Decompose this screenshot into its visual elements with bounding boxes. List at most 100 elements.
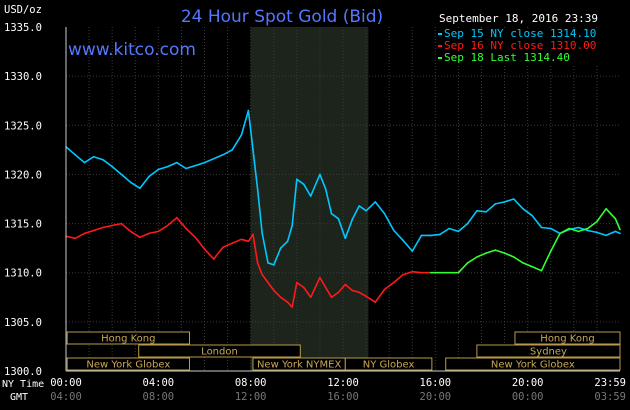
- y-tick-label: 1335.0: [4, 22, 42, 34]
- series-point-1: [476, 210, 478, 212]
- series-point-2: [286, 301, 289, 304]
- series-point-3: [577, 230, 580, 233]
- timestamp: September 18, 2016 23:39: [439, 12, 598, 25]
- series-line-1: [65, 109, 621, 266]
- session-label: Hong Kong: [540, 334, 594, 345]
- website-label: www.kitco.com: [68, 40, 196, 60]
- series-point-1: [513, 198, 515, 200]
- series-point-1: [503, 201, 506, 203]
- series-point-2: [194, 236, 197, 239]
- highlight-band: [250, 27, 369, 371]
- series-point-1: [494, 203, 497, 205]
- series-layer: [65, 109, 621, 308]
- series-point-2: [176, 216, 178, 219]
- series-point-3: [448, 271, 451, 274]
- series-point-1: [577, 226, 580, 229]
- plot-area: [66, 27, 620, 371]
- series-point-1: [393, 229, 395, 232]
- y-tick-label: 1325.0: [4, 120, 42, 132]
- series-point-3: [429, 271, 432, 274]
- series-point-1: [267, 262, 269, 264]
- y-tick-label: 1305.0: [4, 317, 42, 329]
- series-point-3: [522, 262, 524, 264]
- series-point-1: [74, 154, 76, 156]
- series-point-1: [319, 173, 321, 176]
- series-point-2: [383, 288, 386, 291]
- unit-label: USD/oz: [4, 4, 42, 16]
- session-label: Sydney: [530, 347, 567, 358]
- series-point-1: [540, 226, 543, 229]
- market-sessions: Hong Kong Hong Kong London Sydney New York G…: [66, 331, 621, 371]
- series-point-1: [291, 224, 294, 227]
- y-tick-label: 1315.0: [4, 219, 42, 231]
- session-label: London: [201, 347, 238, 358]
- x-tick-label-gmt: 08:00: [143, 391, 175, 403]
- series-point-2: [256, 262, 259, 264]
- gmt-label: GMT: [10, 392, 28, 403]
- series-point-1: [83, 161, 86, 164]
- series-point-1: [402, 239, 404, 242]
- series-point-1: [531, 214, 534, 217]
- series-point-2: [374, 301, 377, 304]
- legend-swatch-sep15: [438, 33, 442, 35]
- series-point-1: [261, 232, 264, 235]
- series-point-3: [485, 252, 487, 254]
- series-point-2: [279, 296, 282, 299]
- x-tick-label-gmt: 12:00: [235, 391, 267, 403]
- series-point-3: [476, 256, 478, 258]
- series-point-2: [129, 230, 132, 233]
- series-point-1: [222, 154, 224, 156]
- series-point-2: [203, 248, 206, 250]
- series-point-1: [383, 212, 386, 215]
- series-point-2: [365, 295, 367, 298]
- x-tick-label-ny: 00:00: [50, 377, 82, 389]
- series-point-1: [351, 218, 354, 221]
- series-point-1: [605, 234, 607, 237]
- series-point-1: [365, 210, 367, 212]
- series-point-1: [485, 211, 487, 213]
- series-point-2: [83, 232, 86, 235]
- session-box: [138, 344, 301, 358]
- series-point-2: [231, 242, 233, 244]
- series-point-1: [344, 237, 347, 240]
- series-point-1: [247, 109, 250, 112]
- series-point-1: [92, 155, 95, 158]
- series-point-3: [513, 256, 515, 258]
- series-point-2: [351, 289, 354, 292]
- series-point-2: [74, 237, 76, 240]
- series-point-1: [296, 178, 298, 181]
- series-point-1: [429, 234, 432, 237]
- session-label: New York Globex: [491, 360, 575, 371]
- series-point-2: [267, 281, 269, 284]
- series-point-1: [309, 195, 312, 197]
- session-box: [66, 331, 190, 345]
- ny-time-label: NY Time: [2, 379, 44, 390]
- series-point-2: [247, 240, 250, 243]
- series-point-2: [303, 286, 305, 289]
- series-point-1: [139, 187, 141, 189]
- x-tick-label-ny: 20:00: [512, 377, 544, 389]
- x-tick-label-ny: 12:00: [327, 377, 359, 389]
- series-point-3: [568, 227, 570, 230]
- legend-swatch-sep16: [438, 45, 442, 47]
- series-point-1: [374, 201, 377, 203]
- series-point-1: [166, 165, 169, 168]
- x-tick-label-gmt: 03:59: [594, 391, 626, 403]
- series-point-1: [148, 175, 150, 178]
- session-box: [514, 331, 621, 345]
- legend: Sep 15 NY close 1314.10 Sep 16 NY close …: [436, 27, 620, 66]
- legend-entry-sep18: Sep 18 Last 1314.40: [444, 51, 570, 64]
- series-point-3: [586, 227, 589, 230]
- session-label: New York Globex: [86, 360, 170, 371]
- y-tick-label: 1330.0: [4, 71, 42, 83]
- series-point-1: [411, 250, 414, 252]
- series-point-2: [157, 230, 160, 233]
- legend-box: [436, 28, 620, 66]
- series-point-1: [439, 233, 441, 236]
- series-point-1: [102, 158, 104, 161]
- session-box: [66, 357, 190, 371]
- session-box: [344, 357, 433, 371]
- x-tick-label-gmt: 04:00: [50, 391, 82, 403]
- series-point-2: [240, 238, 243, 241]
